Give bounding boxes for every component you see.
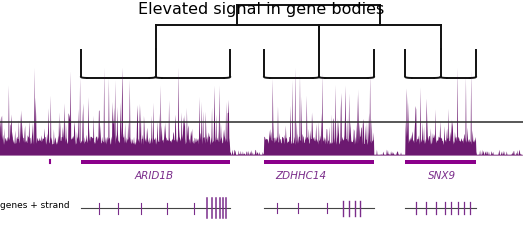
Text: SNX9: SNX9	[428, 171, 456, 181]
Text: ZDHHC14: ZDHHC14	[275, 171, 326, 181]
Text: Elevated signal in gene bodies: Elevated signal in gene bodies	[139, 2, 384, 17]
Text: ARID1B: ARID1B	[135, 171, 174, 181]
Bar	[81, 161, 230, 164]
Bar	[264, 161, 374, 164]
Bar	[405, 161, 476, 164]
Text: genes + strand: genes + strand	[0, 201, 70, 210]
